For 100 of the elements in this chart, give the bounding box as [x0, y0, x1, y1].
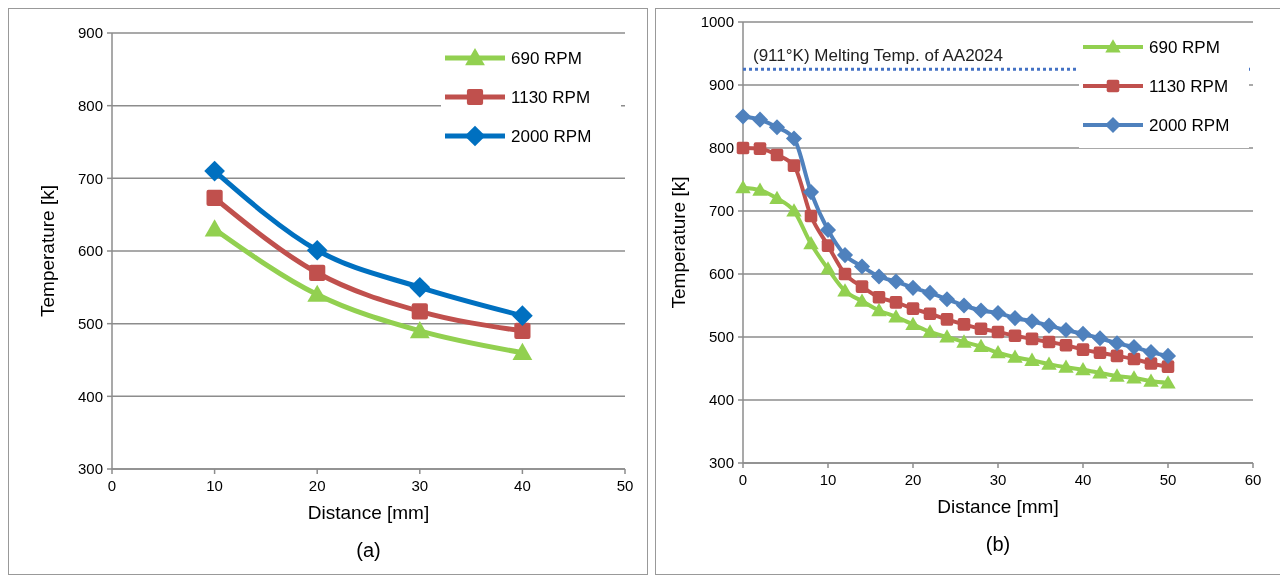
point — [751, 111, 769, 128]
x-tick-label: 20 — [904, 471, 922, 488]
point — [1041, 356, 1057, 370]
point — [787, 159, 801, 172]
point — [309, 264, 326, 281]
y-tick-label: 800 — [77, 96, 103, 114]
point — [904, 279, 922, 296]
point — [769, 190, 785, 204]
point — [820, 261, 836, 275]
point — [768, 119, 786, 136]
point — [940, 313, 954, 326]
point — [1007, 349, 1023, 363]
point — [855, 280, 869, 293]
point — [1074, 325, 1092, 342]
y-tick-label: 300 — [708, 454, 734, 472]
legend-label: 1130 RPM — [511, 87, 591, 107]
point — [802, 184, 820, 201]
point — [973, 338, 989, 353]
point — [512, 342, 533, 360]
x-axis-title: Distance [mm] — [307, 502, 430, 523]
point — [1076, 343, 1090, 356]
point — [736, 141, 750, 155]
point — [1109, 368, 1125, 382]
point — [804, 209, 818, 223]
text: (b) — [985, 533, 1011, 555]
legend-label: 690 RPM — [511, 48, 582, 68]
point — [734, 108, 752, 125]
y-tick-label: 600 — [708, 265, 734, 283]
point — [838, 267, 852, 281]
ref-line-label: (911°K) Melting Temp. of AA2024 — [753, 46, 1003, 66]
point — [991, 325, 1005, 339]
y-tick-label: 500 — [708, 328, 734, 346]
x-tick-label: 60 — [1244, 471, 1262, 488]
point — [989, 305, 1007, 322]
point — [905, 316, 921, 330]
x-tick-label: 50 — [1159, 471, 1177, 488]
point — [512, 305, 533, 327]
point — [990, 345, 1006, 359]
point — [821, 239, 835, 252]
point — [871, 302, 887, 317]
point — [1040, 317, 1058, 334]
point — [204, 160, 225, 182]
point — [870, 268, 888, 285]
point — [939, 329, 955, 343]
point — [1108, 335, 1126, 352]
point — [1092, 365, 1108, 379]
point — [1024, 352, 1040, 366]
point — [854, 293, 870, 307]
x-tick-label: 50 — [616, 477, 634, 494]
y-tick-label: 700 — [708, 202, 734, 220]
y-tick-label: 900 — [708, 76, 734, 94]
point — [307, 284, 328, 302]
legend-label: 2000 RPM — [511, 126, 592, 146]
point — [1143, 373, 1159, 387]
y-axis-title: Temperature [k] — [37, 185, 58, 317]
point — [955, 297, 973, 314]
point — [753, 142, 767, 155]
point — [836, 247, 854, 264]
y-tick-label: 300 — [77, 460, 103, 478]
legend-label: 2000 RPM — [1149, 115, 1230, 135]
legend-label: 1130 RPM — [1149, 76, 1229, 96]
point — [1057, 322, 1075, 339]
point — [921, 284, 939, 301]
point — [204, 219, 225, 237]
x-tick-label: 20 — [308, 477, 326, 494]
point — [889, 296, 903, 309]
point — [1059, 338, 1073, 352]
point — [1091, 330, 1109, 347]
point — [819, 221, 837, 238]
point — [752, 182, 768, 196]
x-tick-label: 40 — [514, 477, 531, 494]
y-tick-label: 500 — [77, 314, 103, 332]
point — [1159, 347, 1177, 364]
point — [1093, 346, 1107, 360]
legend-label: 690 RPM — [1149, 37, 1220, 57]
point — [837, 283, 853, 297]
point — [1160, 375, 1176, 389]
point — [956, 334, 972, 348]
point — [306, 239, 328, 261]
point — [1075, 362, 1091, 376]
point — [972, 302, 990, 319]
point — [1008, 329, 1022, 343]
x-tick-label: 10 — [819, 471, 837, 488]
point — [923, 307, 937, 320]
point — [974, 322, 988, 336]
x-tick-label: 0 — [107, 477, 117, 494]
point — [409, 321, 430, 339]
point — [853, 258, 871, 275]
point — [922, 324, 938, 338]
y-tick-label: 600 — [77, 242, 103, 260]
point — [770, 148, 784, 162]
point — [206, 189, 223, 207]
x-tick-label: 30 — [411, 477, 429, 494]
point — [1058, 359, 1074, 373]
y-tick-label: 400 — [77, 387, 103, 405]
y-tick-label: 1000 — [700, 13, 734, 31]
text: (a) — [356, 539, 381, 561]
point — [906, 302, 920, 315]
point — [1142, 344, 1160, 361]
point — [887, 273, 905, 290]
